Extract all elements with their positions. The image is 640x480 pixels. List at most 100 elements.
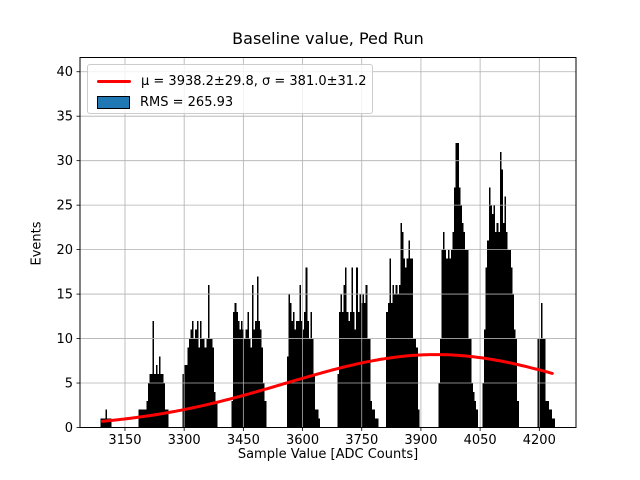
x-tick-label: 3900 — [404, 433, 437, 448]
histogram-bar — [255, 320, 257, 428]
histogram-bar — [348, 320, 350, 428]
histogram-bar — [438, 383, 440, 428]
histogram-bar — [482, 383, 485, 428]
histogram-bar — [400, 222, 402, 428]
histogram-bar — [345, 267, 347, 428]
histogram-bar — [387, 302, 390, 428]
histogram-bar — [233, 311, 235, 428]
histogram-bar — [397, 294, 399, 428]
histogram-bar — [288, 294, 290, 428]
histogram-bar — [109, 418, 112, 428]
histogram-bar — [457, 142, 459, 428]
histogram-bar — [108, 418, 110, 428]
histogram-bar — [261, 347, 264, 428]
histogram-bar — [195, 329, 197, 428]
histogram-bar — [245, 329, 248, 428]
histogram-bar — [394, 294, 396, 428]
x-axis-label: Sample Value [ADC Counts] — [237, 447, 419, 462]
histogram-bar — [405, 267, 407, 428]
histogram-bar — [503, 222, 505, 428]
histogram-bar — [214, 391, 216, 428]
histogram-bar — [485, 267, 488, 428]
histogram-bar — [375, 418, 377, 428]
histogram-bar — [310, 311, 313, 428]
histogram-bar — [252, 285, 254, 428]
histogram-bar — [146, 400, 148, 428]
histogram-bar — [449, 258, 451, 428]
histogram-bar — [294, 329, 297, 428]
histogram-bar — [100, 418, 103, 428]
histogram-bar — [547, 400, 549, 428]
histogram-bar — [139, 409, 142, 428]
histogram-bar — [300, 320, 303, 428]
histogram-bar — [386, 311, 388, 428]
gaussian-fit-curve — [101, 353, 554, 423]
histogram-bar — [318, 418, 320, 428]
histogram-bar — [504, 196, 507, 428]
legend: μ = 3938.2±29.8, σ = 381.0±31.2 RMS = 26… — [87, 64, 373, 114]
histogram-bar — [192, 320, 194, 428]
histogram-bar — [548, 409, 551, 428]
y-tick-label: 5 — [65, 377, 73, 392]
histogram-bar — [143, 409, 145, 428]
histogram-bar — [474, 400, 477, 428]
histogram-bar — [264, 400, 267, 428]
histogram-bar — [165, 409, 167, 428]
histogram-bar — [416, 347, 418, 428]
histogram-bar — [313, 374, 316, 428]
histogram-bar — [376, 418, 379, 428]
histogram-bar — [307, 320, 309, 428]
histogram-bar — [390, 302, 393, 428]
histogram-bar — [263, 383, 265, 428]
histogram-bar — [455, 142, 458, 428]
histogram-bar — [258, 320, 260, 428]
histogram-bar — [461, 222, 464, 428]
tick-marks — [76, 71, 540, 431]
histogram-bar — [196, 320, 199, 428]
histogram-patch-swatch — [97, 96, 130, 109]
histogram-bar — [160, 374, 163, 428]
histogram-bar — [337, 374, 339, 428]
histogram-bar — [406, 258, 409, 428]
histogram-bar — [411, 258, 414, 428]
histogram-bar — [187, 347, 189, 428]
histogram-bar — [357, 311, 360, 428]
histogram-bar — [490, 205, 492, 428]
histogram-bar — [185, 365, 188, 428]
histogram-bar — [473, 391, 475, 428]
histogram-bar — [553, 418, 556, 428]
histogram-bar — [356, 267, 358, 428]
y-tick-label: 20 — [56, 243, 73, 258]
histogram-bar — [512, 294, 515, 428]
histogram-bar — [155, 365, 158, 428]
histogram-bar — [157, 374, 159, 428]
histogram-bar — [545, 400, 548, 428]
histogram-bar — [154, 374, 156, 428]
histogram-bar — [237, 320, 240, 428]
y-tick-label: 30 — [56, 154, 73, 169]
histogram-bar — [417, 409, 420, 428]
histogram-bar — [491, 214, 494, 428]
histogram-bar — [234, 302, 237, 428]
histogram-bar — [471, 383, 474, 428]
histogram-bar — [460, 205, 462, 428]
legend-entry-fit: μ = 3938.2±29.8, σ = 381.0±31.2 — [97, 71, 366, 92]
histogram-bar — [316, 409, 319, 428]
histogram-bar — [297, 320, 300, 428]
histogram-bar — [103, 418, 106, 428]
histogram-bar — [501, 169, 503, 428]
histogram-bar — [550, 409, 552, 428]
histogram-bar — [372, 409, 374, 428]
histogram-bar — [204, 347, 207, 428]
rms-legend-label: RMS = 265.93 — [140, 95, 234, 110]
x-tick-label: 3600 — [286, 433, 319, 448]
histogram-bar — [517, 400, 519, 428]
histogram-bar — [359, 294, 361, 428]
legend-entry-rms: RMS = 265.93 — [97, 92, 363, 113]
histogram-bar — [365, 285, 368, 428]
histogram-bar — [488, 187, 491, 428]
histogram-bar — [163, 383, 166, 428]
x-tick-label: 3450 — [227, 433, 260, 448]
histogram-bar — [353, 311, 355, 428]
